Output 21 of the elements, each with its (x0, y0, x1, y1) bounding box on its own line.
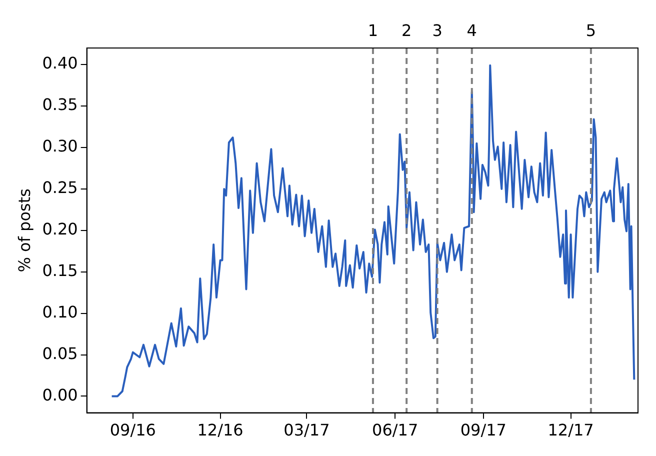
y-axis-title: % of posts (14, 188, 34, 272)
y-tick-label: 0.05 (42, 344, 78, 363)
x-tick-label: 12/16 (197, 420, 244, 440)
ref-line-label: 4 (466, 21, 477, 40)
y-tick-label: 0.30 (42, 136, 78, 156)
ref-line-label: 5 (586, 21, 596, 40)
ref-line-label: 3 (432, 21, 442, 40)
x-tick-label: 03/17 (284, 420, 330, 440)
x-tick-label: 12/17 (548, 420, 594, 440)
ref-line-label: 1 (368, 21, 378, 40)
x-tick-label: 09/17 (460, 420, 506, 440)
y-tick-label: 0.25 (42, 178, 78, 198)
y-tick-label: 0.15 (42, 261, 78, 280)
y-tick-label: 0.40 (42, 54, 78, 73)
y-tick-label: 0.00 (42, 385, 78, 404)
x-tick-label: 06/17 (372, 420, 418, 440)
x-tick-label: 09/16 (110, 420, 156, 440)
ref-line-label: 2 (401, 21, 412, 40)
y-tick-label: 0.10 (42, 302, 78, 322)
y-tick-label: 0.20 (42, 220, 78, 239)
y-tick-label: 0.35 (42, 95, 78, 114)
